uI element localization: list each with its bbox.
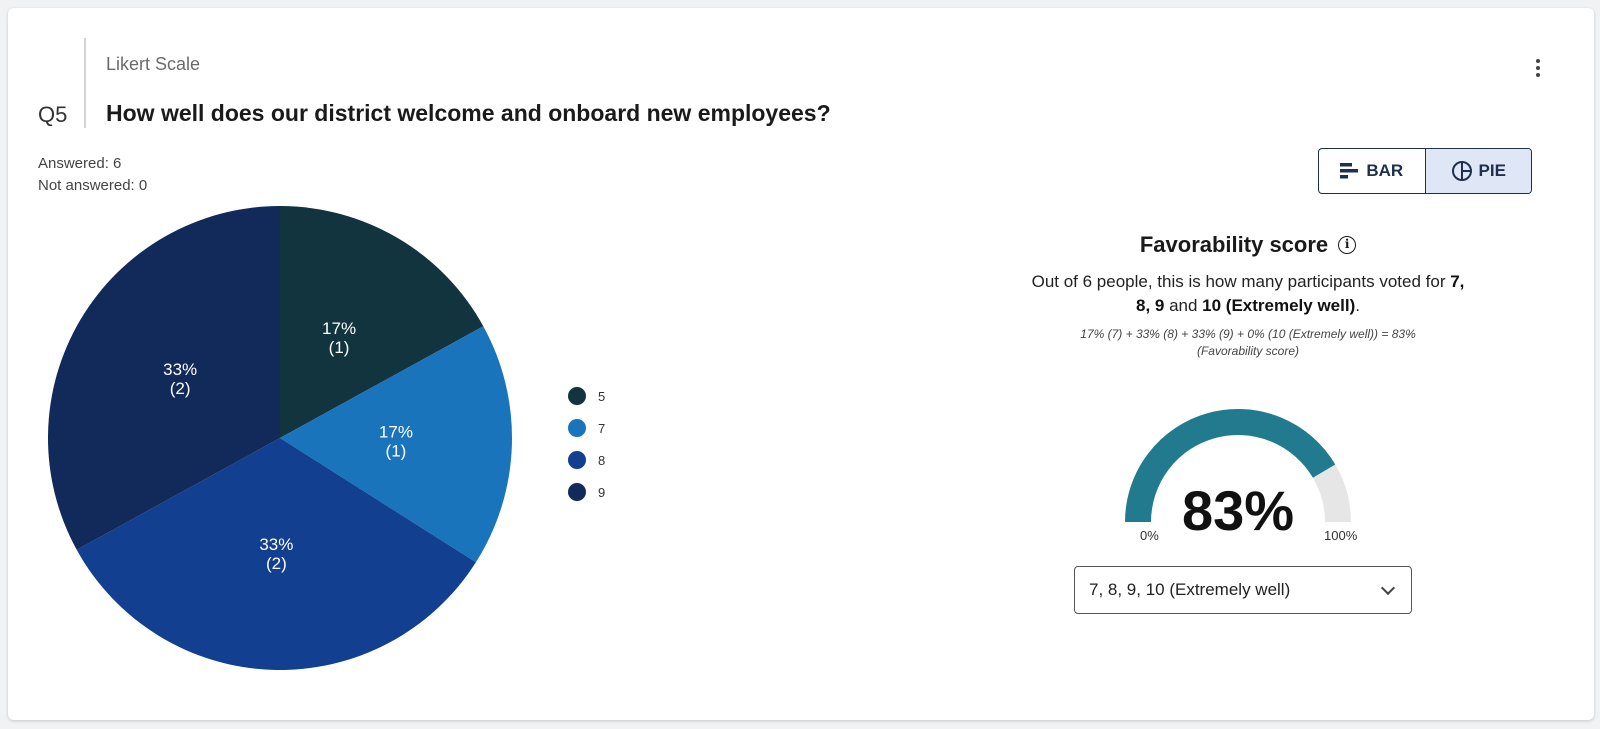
gauge-max-label: 100%	[1324, 528, 1358, 543]
legend-item-9: 9	[568, 476, 605, 508]
legend-swatch	[568, 419, 586, 437]
question-title: How well does our district welcome and o…	[106, 100, 831, 126]
slice-count-label-7: (1)	[386, 442, 407, 461]
answered-count: Answered: 6	[38, 155, 122, 172]
chart-type-toggle: BAR PIE	[1318, 148, 1532, 194]
legend-item-8: 8	[568, 444, 605, 476]
question-number: Q5	[38, 102, 68, 127]
gauge-min-label: 0%	[1140, 528, 1159, 543]
slice-count-label-5: (1)	[329, 338, 350, 357]
response-stats: Answered: 6 Not answered: 0	[38, 153, 147, 197]
pie-chart-icon	[1451, 161, 1472, 181]
desc-and: and	[1164, 296, 1203, 315]
slice-percent-label-7: 17%	[379, 423, 413, 442]
legend-swatch	[568, 387, 586, 405]
more-options-icon[interactable]	[1528, 54, 1548, 82]
pie-slice-5[interactable]	[280, 206, 484, 438]
legend-label: 5	[598, 388, 606, 404]
question-card: Q5 Likert Scale How well does our distri…	[8, 8, 1594, 720]
legend-label: 7	[598, 420, 606, 436]
info-icon[interactable]: i	[1338, 236, 1357, 254]
pie-chart: 17%(1)17%(1)33%(2)33%(2)	[47, 205, 512, 671]
chart-legend: 5 7 8 9	[568, 380, 605, 508]
legend-label: 8	[598, 452, 606, 468]
bar-label: BAR	[1366, 161, 1404, 180]
question-type: Likert Scale	[106, 54, 201, 74]
desc-values: 7, 8, 9	[1136, 272, 1465, 315]
slice-count-label-9: (2)	[170, 379, 191, 398]
pie-label: PIE	[1478, 161, 1506, 180]
gauge-fill	[1125, 409, 1336, 523]
legend-label: 9	[598, 484, 606, 500]
chevron-down-icon	[1380, 580, 1396, 595]
favorability-title-text: Favorability score	[1139, 232, 1329, 257]
legend-swatch	[568, 483, 586, 501]
favorability-gauge	[1125, 409, 1351, 523]
gauge-track	[1312, 464, 1351, 523]
favorability-title: Favorability score i	[1028, 232, 1468, 258]
bar-chart-button[interactable]: BAR	[1319, 149, 1426, 193]
slice-count-label-8: (2)	[266, 554, 287, 573]
legend-item-5: 5	[568, 380, 605, 412]
desc-top-value: 10 (Extremely well)	[1202, 296, 1356, 315]
favorability-formula: 17% (7) + 33% (8) + 33% (9) + 0% (10 (Ex…	[1080, 327, 1416, 358]
slice-percent-label-5: 17%	[322, 319, 356, 338]
pie-slice-8[interactable]	[76, 438, 476, 671]
favorability-description: Out of 6 people, this is how many partic…	[1028, 270, 1468, 318]
desc-prefix: Out of 6 people, this is how many partic…	[1031, 272, 1451, 291]
slice-percent-label-8: 33%	[259, 535, 293, 554]
favorability-select[interactable]: 7, 8, 9, 10 (Extremely well)	[1074, 566, 1412, 614]
favorability-panel: Favorability score i Out of 6 people, th…	[1028, 232, 1468, 360]
divider	[84, 38, 86, 128]
legend-swatch	[568, 451, 586, 469]
select-value: 7, 8, 9, 10 (Extremely well)	[1089, 580, 1291, 599]
pie-chart-button[interactable]: PIE	[1425, 149, 1531, 193]
desc-suffix: .	[1355, 296, 1360, 315]
bar-chart-icon	[1340, 163, 1359, 179]
pie-slice-9[interactable]	[47, 205, 281, 550]
legend-item-7: 7	[568, 412, 605, 444]
slice-percent-label-9: 33%	[163, 360, 197, 379]
gauge-value: 83%	[1181, 479, 1295, 542]
pie-slice-7[interactable]	[280, 326, 512, 563]
not-answered-count: Not answered: 0	[38, 177, 148, 194]
